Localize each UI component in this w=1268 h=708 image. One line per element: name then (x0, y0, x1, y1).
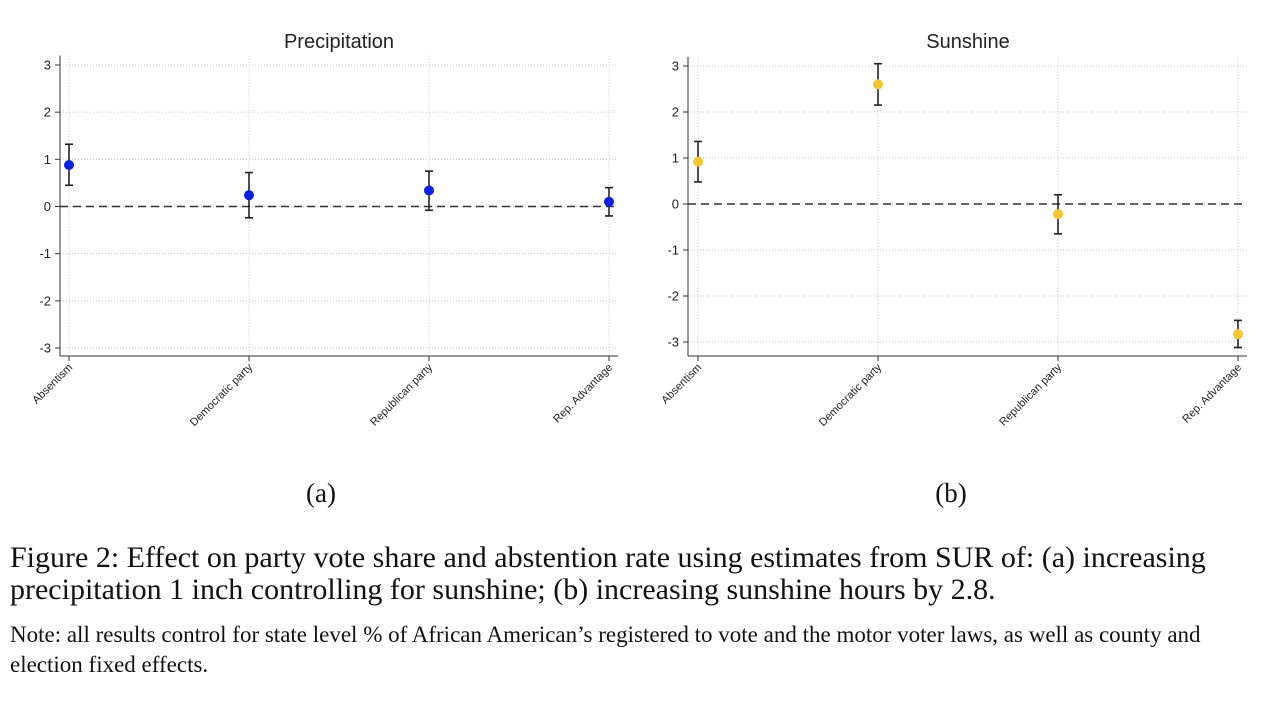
y-tick-label: 3 (44, 58, 51, 73)
y-tick-label: -1 (667, 243, 679, 258)
data-point (64, 159, 74, 170)
y-tick-label: 3 (672, 59, 679, 74)
x-tick-label: Republican party (997, 361, 1064, 428)
y-tick-label: 2 (44, 105, 51, 120)
figure-caption: Figure 2: Effect on party vote share and… (10, 541, 1206, 606)
y-tick-label: -3 (667, 335, 679, 350)
data-point (1053, 209, 1063, 220)
data-point (1233, 329, 1243, 340)
data-point (873, 79, 883, 90)
y-tick-label: 1 (44, 152, 51, 167)
x-tick-label: Absentism (30, 362, 75, 407)
x-tick-label: Rep. Advantage (1180, 362, 1244, 426)
figure-note: Note: all results control for state leve… (10, 622, 1201, 677)
y-tick-label: -3 (39, 341, 51, 356)
y-tick-label: 0 (672, 197, 679, 212)
x-tick-label: Rep. Advantage (551, 362, 615, 426)
x-tick-label: Absentism (659, 362, 704, 407)
data-point (244, 190, 254, 201)
x-tick-label: Democratic party (188, 361, 256, 429)
sunshine-chart: Sunshine 3 2 1 0 -1 -2 -3 Absentism Democratic p… (659, 31, 1247, 429)
x-tick-label: Republican party (368, 361, 435, 428)
y-tick-label: 2 (672, 105, 679, 120)
x-tick-label: Democratic party (817, 361, 885, 429)
data-point (424, 185, 434, 196)
panel-label-a: (a) (306, 478, 336, 508)
y-tick-label: -2 (39, 293, 51, 308)
precipitation-chart: Precipitation 3 2 1 0 -1 -2 -3 Absentism Democra… (30, 31, 618, 429)
y-tick-label: -2 (667, 289, 679, 304)
y-tick-label: 1 (672, 151, 679, 166)
y-tick-label: 0 (44, 199, 51, 214)
chart-title: Sunshine (926, 31, 1009, 53)
data-point (693, 156, 703, 167)
chart-title: Precipitation (284, 31, 394, 53)
data-point (604, 196, 614, 207)
y-tick-label: -1 (39, 246, 51, 261)
panel-label-b: (b) (935, 478, 967, 508)
